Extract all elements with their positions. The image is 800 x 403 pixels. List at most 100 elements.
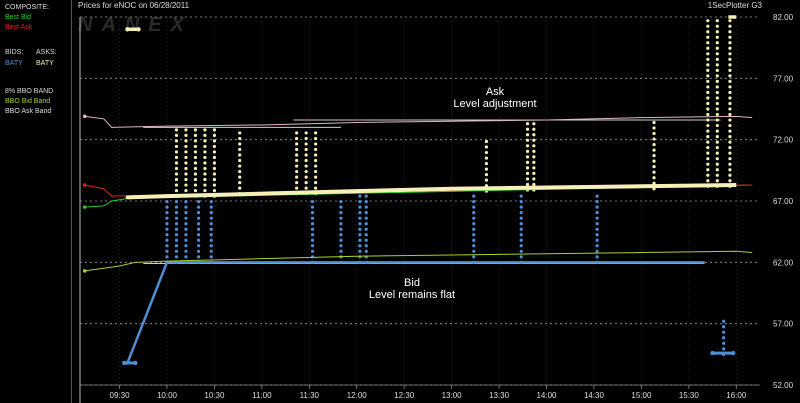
ask-quote-burst-dot — [304, 147, 308, 152]
bid-quote-burst-dot — [472, 222, 476, 226]
ask-quote-burst-dot — [212, 172, 217, 176]
ask-quote-burst-dot — [184, 133, 188, 137]
bid-quote-burst-dot — [310, 249, 315, 253]
ask-quote-burst-dot — [706, 63, 710, 67]
ask-quote-burst-dot — [174, 139, 179, 143]
ask-quote-burst-dot — [525, 122, 530, 126]
ask-quote-burst — [314, 131, 318, 196]
ask-quote-burst-dot — [532, 144, 536, 148]
ask-quote-burst-dot — [652, 142, 656, 147]
bid-quote-burst-dot — [595, 216, 599, 220]
ask-quote-burst-dot — [652, 165, 656, 169]
ask-quote-burst-dot — [184, 150, 188, 154]
ask-quote-burst-dot — [728, 151, 732, 155]
ask-quote-burst-dot — [706, 74, 710, 78]
bid-quote-burst-dot — [209, 200, 213, 204]
bid-quote-burst-dot — [197, 249, 201, 253]
ask-quote-burst-dot — [314, 169, 318, 174]
bid-quote-burst-dot — [519, 249, 523, 253]
ask-quote-burst — [184, 128, 188, 198]
bid-quote-burst-dot — [165, 249, 169, 253]
bid-quote-burst-dot — [364, 244, 368, 248]
ask-quote-burst-dot — [706, 101, 710, 106]
ask-quote-burst-dot — [715, 107, 719, 111]
bid-annotation-line2: Level remains flat — [368, 289, 456, 301]
ask-quote-burst-dot — [706, 179, 710, 183]
ask-quote-burst-dot — [203, 155, 207, 160]
ask-quote-burst — [706, 19, 710, 188]
ask-quote-burst-dot — [706, 118, 710, 122]
ask-quote-burst-dot — [728, 30, 732, 34]
bid-quote-burst-dot — [165, 216, 169, 220]
ask-quote-burst-dot — [295, 164, 299, 168]
ask-quote-burst-dot — [212, 155, 217, 160]
ask-quote-burst-dot — [314, 164, 318, 168]
ask-quote-burst-dot — [314, 131, 318, 135]
bid-quote-burst-dot — [472, 249, 476, 253]
bid-quote-burst-dot — [358, 200, 362, 204]
ask-quote-burst-dot — [174, 172, 179, 176]
bid-quote-burst-dot — [358, 238, 362, 242]
ask-quote-burst-dot — [728, 68, 732, 72]
bid-quote-burst-dot — [364, 211, 368, 215]
ask-quote-burst-dot — [203, 128, 207, 132]
ask-quote-burst-dot — [304, 181, 308, 185]
ask-quote-burst-dot — [203, 183, 207, 187]
bid-quote-burst-dot — [722, 319, 726, 323]
ask-quote-burst-dot — [304, 186, 308, 190]
ask-quote-burst-dot — [728, 24, 732, 28]
ask-quote-burst-dot — [728, 168, 732, 172]
ask-quote-burst-dot — [295, 181, 299, 185]
ask-quote-burst-dot — [314, 181, 318, 185]
bid-quote-burst — [472, 194, 476, 264]
ask-quote-burst-dot — [212, 133, 217, 137]
ask-quote-burst-dot — [174, 155, 179, 160]
ask-quote-burst-dot — [715, 24, 719, 28]
bid-annotation: Bid Level remains flat — [352, 277, 472, 301]
bid-quote-burst-dot — [339, 205, 343, 209]
bid-quote-burst-dot — [209, 238, 213, 242]
ask-quote-burst-dot — [525, 171, 530, 175]
bid-quote-burst-dot — [174, 200, 179, 204]
bid-quote-burst-dot — [174, 255, 179, 259]
bid-quote-burst-dot — [595, 255, 599, 259]
bid-quote-burst-dot — [209, 227, 213, 231]
chart-title: Prices for eNOC on 06/28/2011 — [78, 1, 190, 10]
ask-quote-burst-dot — [525, 177, 530, 181]
bid-quote-burst-dot — [519, 194, 523, 198]
bid-quote-burst-dot — [174, 222, 179, 226]
ask-quote-burst-dot — [706, 79, 710, 83]
ask-quote-burst-dot — [532, 177, 536, 181]
ask-quote-burst-dot — [728, 173, 732, 177]
bid-quote-burst-dot — [184, 222, 188, 226]
ask-quote-burst-dot — [174, 161, 179, 165]
bid-quote-burst-dot — [358, 194, 362, 198]
bid-quote-burst-dot — [519, 216, 523, 220]
ask-quote-burst-dot — [728, 112, 732, 117]
ask-quote-burst-dot — [715, 140, 719, 144]
ask-quote-burst-dot — [238, 153, 242, 157]
bid-quote-burst-dot — [184, 211, 188, 215]
bid-quote-burst-dot — [595, 238, 599, 242]
ask-quote-burst-dot — [212, 177, 217, 182]
ask-quote-burst-dot — [715, 123, 719, 128]
ask-quote-burst-dot — [728, 157, 732, 161]
bid-quote-burst-dot — [174, 233, 179, 237]
bid-quote-burst-dot — [722, 341, 726, 345]
ask-quote-burst-dot — [193, 155, 198, 160]
ask-quote-burst-dot — [715, 96, 719, 100]
bid-quote-burst-dot — [595, 205, 599, 209]
ask-quote-burst-dot — [525, 182, 530, 187]
ask-quote-burst-dot — [174, 128, 179, 132]
ask-quote-burst-dot — [706, 52, 710, 56]
asks-heading: ASKS: — [36, 49, 57, 56]
bid-quote-burst-dot — [364, 227, 368, 231]
ask-quote-burst-dot — [238, 147, 242, 152]
x-tick-label: 12:30 — [394, 391, 415, 400]
ask-quote-burst-dot — [728, 57, 732, 61]
x-tick-label: 13:00 — [442, 391, 463, 400]
ask-annotation: Ask Level adjustment — [440, 86, 550, 110]
bid-quote-burst-dot — [310, 200, 315, 204]
bids-heading: BIDS: — [5, 49, 24, 56]
bid-quote-burst-dot — [165, 227, 169, 231]
